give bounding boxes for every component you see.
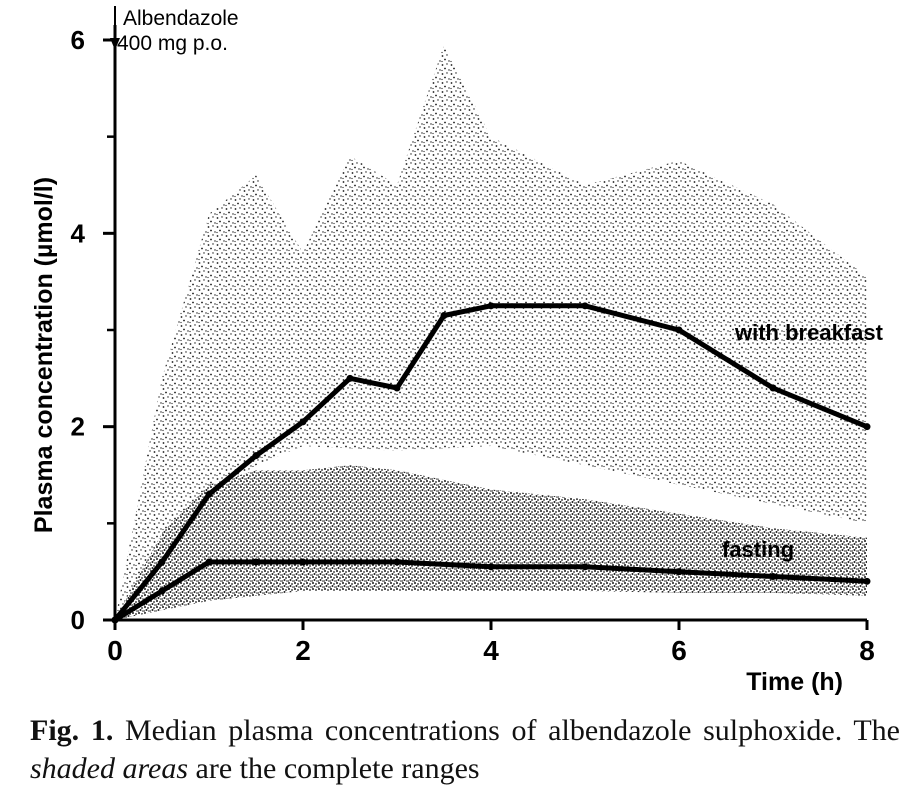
x-tick-label-8: 8 <box>859 635 875 666</box>
annotation-line1: Albendazole <box>123 7 239 30</box>
y-tick-label-2: 2 <box>71 412 85 442</box>
shaded-ranges <box>115 44 867 621</box>
x-tick-label-6: 6 <box>671 635 687 666</box>
data-point-with-breakfast <box>581 302 589 310</box>
chart: 0 2 4 6 8 0 2 4 6 with breakfast fasting Time (h) Pl… <box>30 6 884 696</box>
data-point-fasting <box>158 587 166 595</box>
y-tick-label-0: 0 <box>71 605 85 635</box>
data-point-with-breakfast <box>675 326 683 334</box>
x-tick-label-0: 0 <box>107 635 123 666</box>
figure-caption: Fig. 1. Median plasma concentrations of … <box>30 712 900 788</box>
series-label-with-breakfast: with breakfast <box>734 320 884 345</box>
x-axis-label: Time (h) <box>746 668 843 696</box>
caption-emphasis: shaded areas <box>30 752 189 785</box>
data-point-fasting <box>487 563 495 571</box>
data-point-with-breakfast <box>863 423 871 431</box>
range-area-with-breakfast <box>115 44 867 621</box>
x-tick-label-4: 4 <box>483 635 499 666</box>
data-point-with-breakfast <box>252 452 260 460</box>
data-point-with-breakfast <box>487 302 495 310</box>
data-point-with-breakfast <box>769 384 777 392</box>
y-tick-label-4: 4 <box>71 218 86 248</box>
data-point-fasting <box>581 563 589 571</box>
range-area-fasting <box>115 465 867 620</box>
data-point-with-breakfast <box>346 374 354 382</box>
data-point-with-breakfast <box>299 418 307 426</box>
data-point-fasting <box>769 573 777 580</box>
data-point-with-breakfast <box>158 558 166 566</box>
data-point-with-breakfast <box>440 312 448 319</box>
x-tick-label-2: 2 <box>295 635 311 666</box>
data-point-fasting <box>863 577 871 585</box>
data-point-with-breakfast <box>393 384 401 392</box>
y-axis-label: Plasma concentration (µmol/l) <box>30 177 58 533</box>
caption-text-after: are the complete ranges <box>188 752 480 785</box>
annotation-line2: 400 mg p.o. <box>117 32 228 55</box>
caption-label: Fig. 1. <box>30 714 114 747</box>
axes <box>103 6 869 630</box>
text-labels: 0 2 4 6 8 0 2 4 6 with breakfast fasting Time (h) Pl… <box>30 7 884 696</box>
data-point-fasting <box>252 558 260 566</box>
caption-text-before: Median plasma concentrations of albendaz… <box>113 714 900 747</box>
series-lines <box>111 302 871 624</box>
series-label-fasting: fasting <box>722 537 794 562</box>
data-point-fasting <box>675 568 683 576</box>
data-point-fasting <box>111 616 119 624</box>
dose-arrow-head <box>110 38 120 50</box>
data-point-with-breakfast <box>205 490 213 498</box>
y-tick-label-6: 6 <box>71 25 85 55</box>
data-point-fasting <box>205 558 213 566</box>
data-point-fasting <box>393 558 401 566</box>
data-point-fasting <box>299 558 307 566</box>
